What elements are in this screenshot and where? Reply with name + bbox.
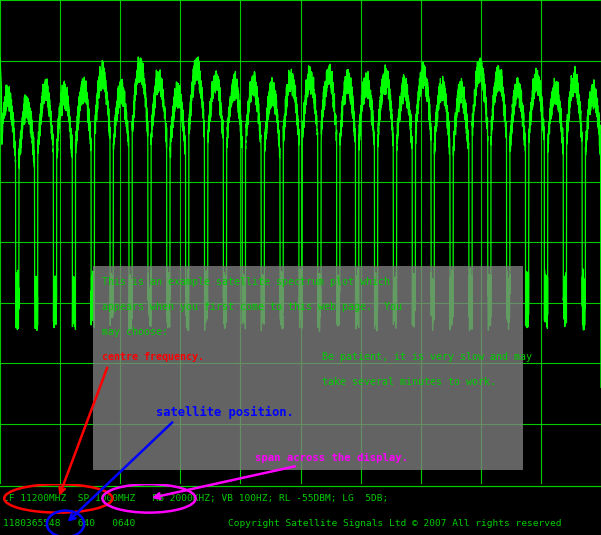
Text: CF 11200MHZ  SP 1000MHZ   RB 2000KHZ; VB 100HZ; RL -55DBM; LG  5DB;: CF 11200MHZ SP 1000MHZ RB 2000KHZ; VB 10… bbox=[3, 494, 388, 503]
Text: take several minutes to work.: take several minutes to work. bbox=[322, 377, 496, 387]
Text: centre frequency.: centre frequency. bbox=[102, 352, 204, 362]
Text: may choose:: may choose: bbox=[102, 327, 168, 337]
Text: Be patient, it is very slow and may: Be patient, it is very slow and may bbox=[322, 352, 531, 362]
Text: satellite position.: satellite position. bbox=[156, 406, 294, 418]
Text: appears when you first come to this web page.  You: appears when you first come to this web … bbox=[102, 302, 402, 312]
Text: This is an example satellite spectrum plot which: This is an example satellite spectrum pl… bbox=[102, 277, 390, 287]
Text: span across the display.: span across the display. bbox=[255, 453, 409, 463]
Text: 1180365548   640   0640: 1180365548 640 0640 bbox=[3, 519, 135, 529]
FancyBboxPatch shape bbox=[93, 266, 523, 470]
Text: Copyright Satellite Signals Ltd © 2007 All rights reserved: Copyright Satellite Signals Ltd © 2007 A… bbox=[228, 519, 562, 529]
